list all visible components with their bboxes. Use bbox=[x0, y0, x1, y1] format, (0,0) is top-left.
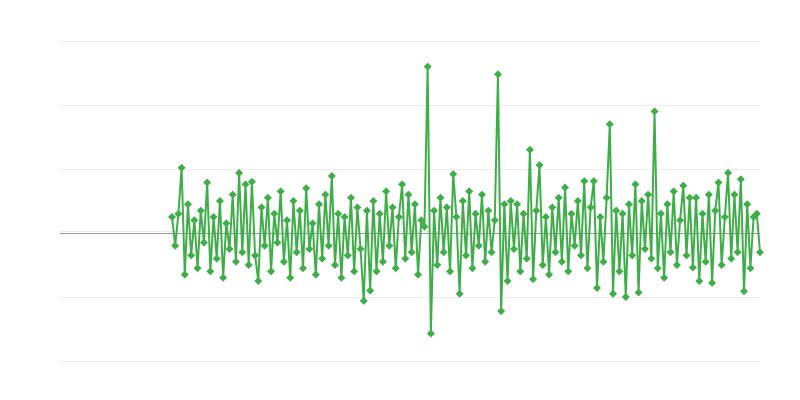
series-line bbox=[171, 65, 761, 335]
series-diamond-markers bbox=[168, 62, 764, 338]
